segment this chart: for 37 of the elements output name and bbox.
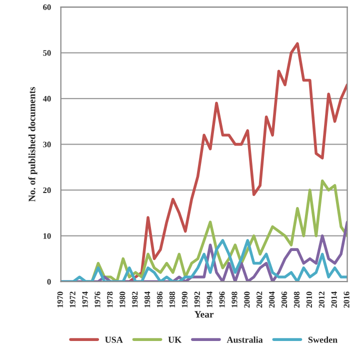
y-tick-label: 20 <box>43 187 51 194</box>
x-tick-label: 1984 <box>144 291 150 308</box>
x-tick-label: 1988 <box>169 292 176 308</box>
x-tick-label: 1994 <box>206 291 212 308</box>
y-tick-label: 10 <box>43 233 51 239</box>
x-tick-label: 1996 <box>219 292 225 308</box>
legend-label: Australia <box>226 336 263 343</box>
y-axis-title: No. of published documents <box>28 87 38 202</box>
legend-label: Sweden <box>308 336 338 343</box>
x-tick-label: 1982 <box>132 292 138 308</box>
x-tick-label: 2010 <box>306 292 312 308</box>
x-axis-title: Year <box>194 311 214 318</box>
x-tick-label: 2012 <box>318 292 324 308</box>
x-tick-label: 2004 <box>269 291 275 308</box>
x-tick-label: 2006 <box>281 292 288 308</box>
x-tick-label: 1998 <box>232 292 238 308</box>
y-tick-label: 40 <box>42 96 51 102</box>
x-tick-label: 2016 <box>344 292 350 308</box>
x-tick-label: 1986 <box>156 292 163 308</box>
y-tick-label: 50 <box>43 50 51 56</box>
x-tick-label: 1990 <box>182 292 188 308</box>
x-tick-label: 2014 <box>331 291 337 308</box>
x-tick-label: 1972 <box>70 292 76 308</box>
x-tick-label: 1976 <box>94 292 100 308</box>
legend-label: UK <box>168 336 182 343</box>
x-tick-label: 1992 <box>194 292 200 308</box>
x-tick-label: 1980 <box>120 292 126 308</box>
x-tick-label: 1978 <box>107 292 113 308</box>
x-tick-label: 1974 <box>82 291 88 308</box>
x-tick-label: 1970 <box>57 292 63 308</box>
y-tick-label: 60 <box>43 4 51 10</box>
x-tick-label: 2002 <box>256 292 262 308</box>
y-tick-label: 0 <box>47 278 51 285</box>
legend-label: USA <box>105 336 123 343</box>
x-tick-label: 2008 <box>294 292 300 308</box>
x-tick-label: 2000 <box>244 292 250 308</box>
y-tick-label: 30 <box>43 142 51 148</box>
